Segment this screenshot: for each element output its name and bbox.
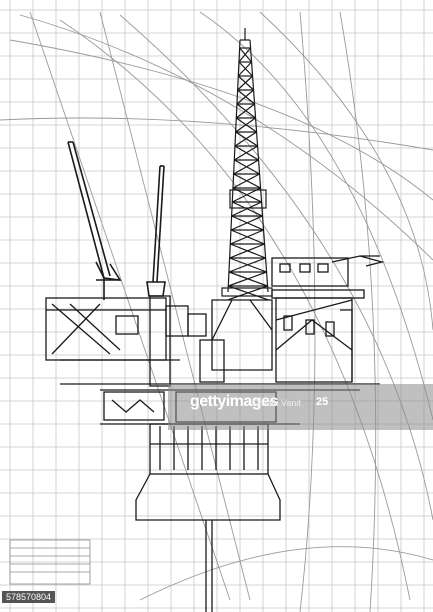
derrick-tower — [221, 28, 273, 301]
watermark-logo: gettyimages — [190, 393, 278, 410]
left-crane — [67, 141, 122, 300]
watermark-band — [168, 384, 433, 430]
title-block — [9, 539, 91, 585]
watermark-number: 25 — [316, 396, 329, 408]
image-id-label: 578570804 — [2, 591, 56, 603]
watermark-credit: Credit: Vanit — [252, 398, 301, 408]
